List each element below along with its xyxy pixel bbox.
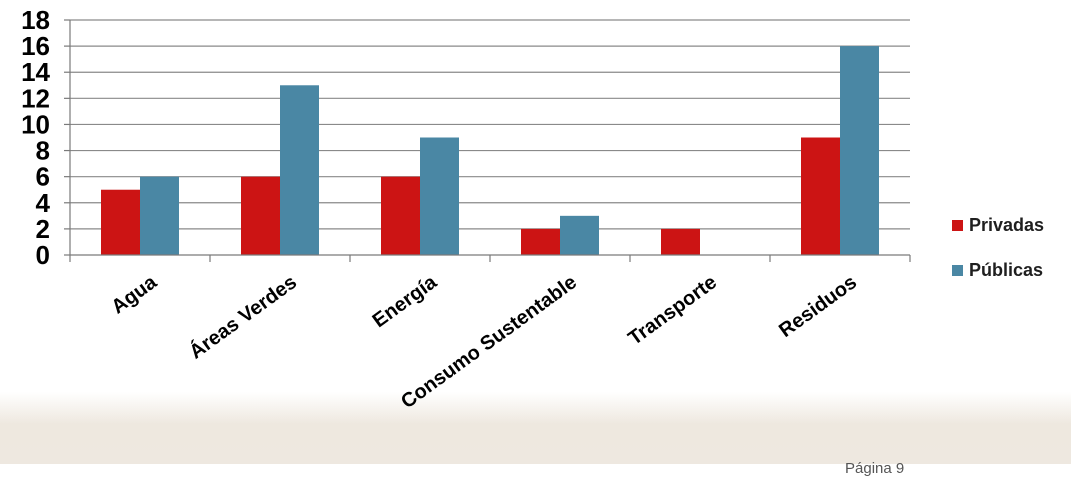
bar-publicas xyxy=(140,176,179,255)
y-tick-label: 10 xyxy=(21,109,50,139)
gridlines xyxy=(70,19,910,230)
legend-label: Privadas xyxy=(969,215,1044,235)
legend-swatch xyxy=(952,265,963,276)
y-tick-label: 6 xyxy=(36,162,50,192)
bar-publicas xyxy=(560,215,599,255)
legend-label: Públicas xyxy=(969,260,1043,280)
y-tick-label: 0 xyxy=(36,240,50,270)
bar-publicas xyxy=(280,85,319,256)
legend-swatch xyxy=(952,220,963,231)
bar-publicas xyxy=(840,46,879,255)
page-number: Página 9 xyxy=(845,460,905,477)
y-tick-label: 14 xyxy=(21,57,50,87)
bar-privadas xyxy=(801,137,840,255)
legend: Privadas Públicas xyxy=(952,215,1044,280)
bar-privadas xyxy=(521,228,560,255)
bar-publicas xyxy=(420,137,459,255)
bar-privadas xyxy=(381,176,420,255)
x-category-label: Transporte xyxy=(624,271,721,350)
bar-privadas xyxy=(661,228,700,255)
axes xyxy=(64,19,911,262)
x-category-label: Agua xyxy=(108,271,162,319)
footer-band xyxy=(0,392,1071,464)
y-tick-label: 18 xyxy=(21,5,50,35)
x-category-label: Energía xyxy=(369,271,442,332)
bar-privadas xyxy=(101,189,140,255)
y-tick-label: 4 xyxy=(36,188,51,218)
bars xyxy=(101,46,879,256)
bar-privadas xyxy=(241,176,280,255)
x-category-label: Residuos xyxy=(775,271,861,342)
y-tick-label: 16 xyxy=(21,31,50,61)
y-tick-label: 8 xyxy=(36,136,50,166)
y-tick-label: 2 xyxy=(36,214,50,244)
x-category-label: Áreas Verdes xyxy=(185,270,301,363)
y-tick-label: 12 xyxy=(21,83,50,113)
